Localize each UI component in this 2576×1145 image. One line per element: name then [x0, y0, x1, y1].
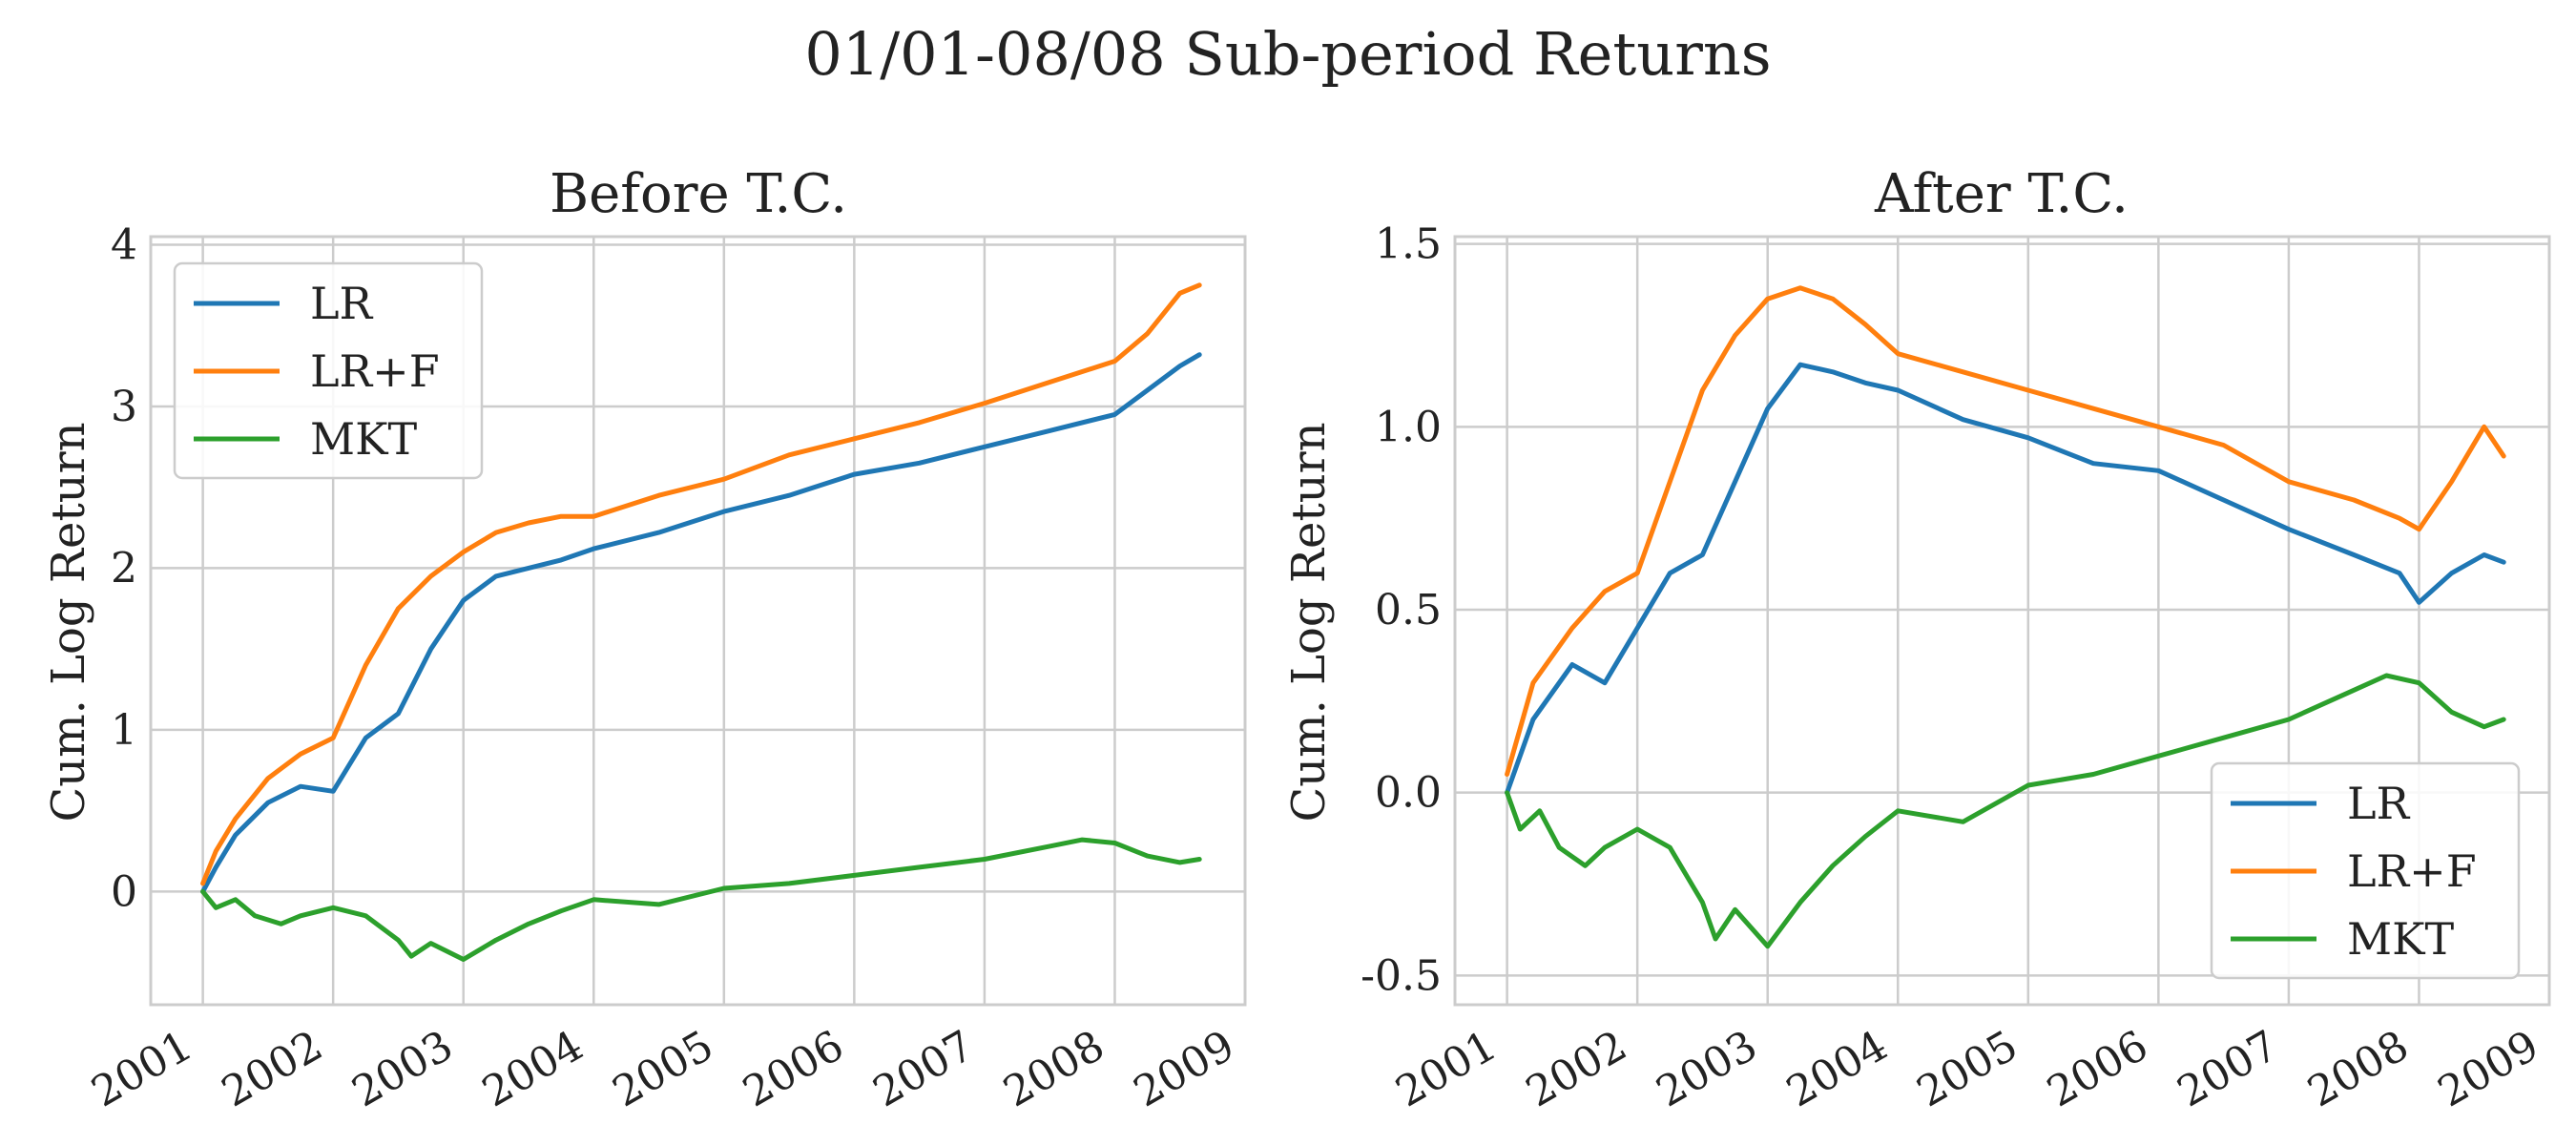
y-tick-label: 1.0 — [1375, 403, 1442, 451]
legend: LR LR+F MKT — [173, 261, 484, 480]
legend-box — [2210, 761, 2521, 980]
x-tick-label: 2005 — [1909, 1021, 2025, 1116]
x-tick-label: 2003 — [344, 1021, 461, 1116]
series-line-lr — [200, 352, 1202, 894]
x-tick-label: 2007 — [865, 1021, 982, 1116]
legend: LR LR+F MKT — [2210, 761, 2521, 980]
chart-panel-before-tc: Before T.C. Cum. Log Return 2001 2002 2003… — [42, 163, 1247, 1117]
series-line-mkt — [200, 837, 1202, 962]
x-tick-label: 2004 — [1778, 1021, 1895, 1116]
legend-label: MKT — [310, 413, 417, 465]
x-tick-label: 2004 — [474, 1021, 591, 1116]
x-tick-label: 2005 — [605, 1021, 721, 1116]
y-tick-label: 4 — [111, 220, 137, 269]
x-tick-label: 2007 — [2170, 1021, 2286, 1116]
series-line-lr-f — [1505, 285, 2506, 777]
y-tick-label: 0 — [111, 867, 137, 916]
x-tick-label: 2009 — [1126, 1021, 1242, 1116]
y-tick-label: 1.5 — [1375, 220, 1442, 269]
chart-panel-after-tc: After T.C. Cum. Log Return 2001 2002 2003 2… — [1282, 163, 2551, 1117]
x-tick-label: 2002 — [1518, 1021, 1634, 1116]
x-tick-label: 2006 — [735, 1021, 851, 1116]
x-tick-label: 2008 — [995, 1021, 1111, 1116]
x-tick-label: 2006 — [2039, 1021, 2155, 1116]
series-lines — [200, 282, 1202, 962]
panel-title: After T.C. — [1874, 163, 2129, 225]
legend-label: LR+F — [310, 345, 440, 397]
x-tick-label: 2002 — [214, 1021, 330, 1116]
y-tick-label: 3 — [111, 383, 137, 431]
x-tick-label: 2001 — [84, 1021, 200, 1116]
x-tick-label: 2003 — [1649, 1021, 1765, 1116]
legend-label: LR — [310, 278, 374, 329]
series-lines — [1505, 285, 2506, 949]
y-tick-label: 2 — [111, 544, 137, 593]
y-tick-label: 0.5 — [1375, 586, 1442, 635]
figure-title: 01/01-08/08 Sub-period Returns — [804, 19, 1771, 89]
y-tick-label: 1 — [111, 706, 137, 755]
series-line-lr-f — [200, 282, 1202, 886]
x-tick-label: 2008 — [2299, 1021, 2416, 1116]
legend-label: MKT — [2347, 913, 2454, 965]
legend-label: LR+F — [2347, 845, 2477, 897]
x-tick-label: 2009 — [2430, 1021, 2546, 1116]
series-line-mkt — [1505, 673, 2506, 949]
plot-frame — [1453, 235, 2551, 1007]
y-tick-label: 0.0 — [1375, 769, 1442, 818]
series-line-lr — [1505, 362, 2506, 796]
x-tick-label: 2001 — [1388, 1021, 1505, 1116]
plot-frame — [149, 235, 1247, 1007]
y-axis-label: Cum. Log Return — [42, 422, 95, 822]
legend-box — [173, 261, 484, 480]
y-axis-label: Cum. Log Return — [1282, 422, 1336, 822]
y-tick-label: -0.5 — [1361, 951, 1442, 1000]
legend-label: LR — [2347, 778, 2411, 829]
panel-title: Before T.C. — [550, 163, 847, 225]
